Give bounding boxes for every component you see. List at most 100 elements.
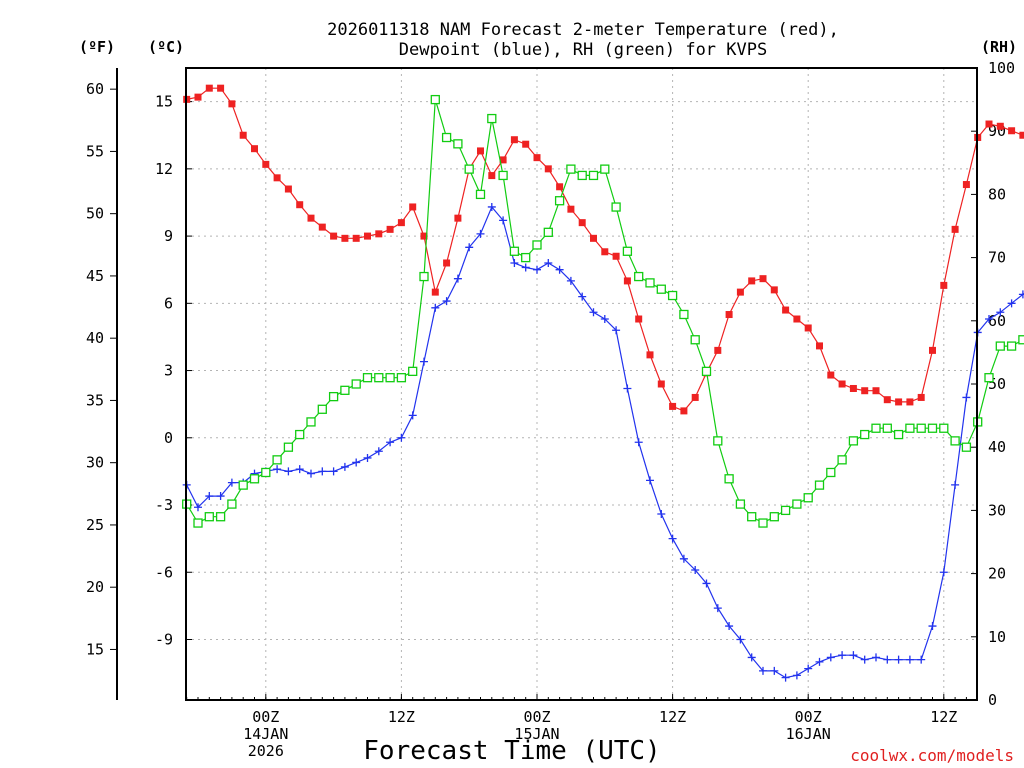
data-point [386, 438, 395, 447]
time-tick-label: 14JAN [243, 725, 288, 743]
data-point [374, 373, 384, 383]
data-point [951, 225, 959, 233]
fahrenheit-tick-label: 30 [86, 454, 104, 472]
data-point [713, 436, 723, 446]
data-point [961, 442, 972, 452]
data-point [837, 455, 847, 465]
data-point [408, 366, 418, 377]
data-point [770, 666, 779, 675]
data-point [567, 205, 575, 213]
data-point [328, 391, 339, 402]
data-point [441, 132, 452, 143]
axis-ticks: 15129630-3-6-960555045403530252015100908… [86, 59, 1015, 760]
data-point [284, 467, 293, 476]
rh-tick-label: 40 [988, 438, 1006, 456]
celsius-tick-label: 0 [164, 429, 173, 447]
data-point [488, 172, 496, 180]
gridlines [186, 68, 977, 700]
data-point [759, 666, 767, 675]
data-point [736, 288, 744, 296]
fahrenheit-tick-label: 15 [86, 640, 104, 658]
data-point [917, 655, 926, 664]
data-point [691, 393, 699, 401]
data-point [679, 554, 688, 563]
data-point [352, 458, 361, 467]
data-point [487, 113, 497, 124]
data-point [939, 423, 949, 433]
time-tick-label: 00Z [795, 708, 822, 726]
data-point [793, 315, 801, 323]
data-point [770, 286, 778, 294]
data-point [747, 653, 756, 662]
data-point [985, 120, 993, 128]
data-point [679, 309, 689, 320]
data-point [735, 499, 746, 509]
data-point [962, 393, 971, 402]
data-point [690, 335, 700, 345]
data-point [205, 492, 214, 501]
data-point [623, 277, 631, 285]
data-point [590, 234, 597, 242]
data-point [306, 417, 316, 427]
series-line [186, 87, 1024, 412]
data-point [217, 84, 225, 92]
fahrenheit-tick-label: 40 [86, 329, 104, 347]
rh-tick-label: 80 [988, 185, 1006, 203]
data-point [194, 93, 202, 101]
time-tick-label: 15JAN [514, 725, 559, 743]
data-point [205, 84, 213, 92]
data-point [521, 252, 531, 263]
data-point [747, 512, 757, 522]
time-tick-label: 00Z [523, 708, 550, 726]
fahrenheit-tick-label: 45 [86, 267, 104, 285]
data-point [566, 164, 576, 174]
data-point [499, 156, 507, 164]
data-point [227, 478, 236, 487]
data-point [554, 196, 565, 206]
data-point [430, 94, 440, 105]
data-point [341, 234, 349, 242]
rh-tick-label: 0 [988, 691, 997, 709]
data-point [533, 154, 541, 162]
data-point [1006, 341, 1017, 351]
data-point [340, 385, 350, 395]
data-point [646, 476, 654, 485]
data-point [397, 433, 406, 442]
data-point [397, 219, 405, 227]
data-point [984, 373, 994, 383]
rh-tick-label: 70 [988, 249, 1006, 267]
data-point [295, 429, 305, 440]
data-point [352, 234, 360, 242]
data-point [714, 346, 722, 354]
data-point [510, 258, 519, 267]
data-point [916, 423, 926, 433]
data-point [510, 136, 518, 144]
data-point [249, 474, 260, 484]
data-point [804, 664, 813, 673]
data-point [498, 170, 508, 181]
celsius-tick-label: 9 [164, 227, 173, 245]
data-point [601, 248, 609, 256]
celsius-tick-label: 6 [164, 294, 173, 312]
data-point [273, 465, 282, 474]
data-point [420, 357, 428, 366]
data-point [453, 139, 463, 149]
data-point [477, 147, 484, 155]
data-point [657, 509, 666, 518]
data-point [543, 227, 553, 237]
series-2-meter-temperature [183, 84, 1024, 415]
data-point [1018, 290, 1024, 299]
data-point [318, 223, 326, 231]
data-point [906, 398, 914, 406]
data-point [736, 635, 745, 644]
data-point [228, 100, 236, 108]
data-point [860, 429, 870, 440]
data-point [780, 505, 791, 516]
data-point [431, 303, 440, 312]
fahrenheit-tick-label: 35 [86, 391, 104, 409]
data-point [453, 274, 462, 283]
data-point [578, 219, 586, 227]
data-point [476, 229, 485, 238]
data-point [386, 225, 394, 233]
